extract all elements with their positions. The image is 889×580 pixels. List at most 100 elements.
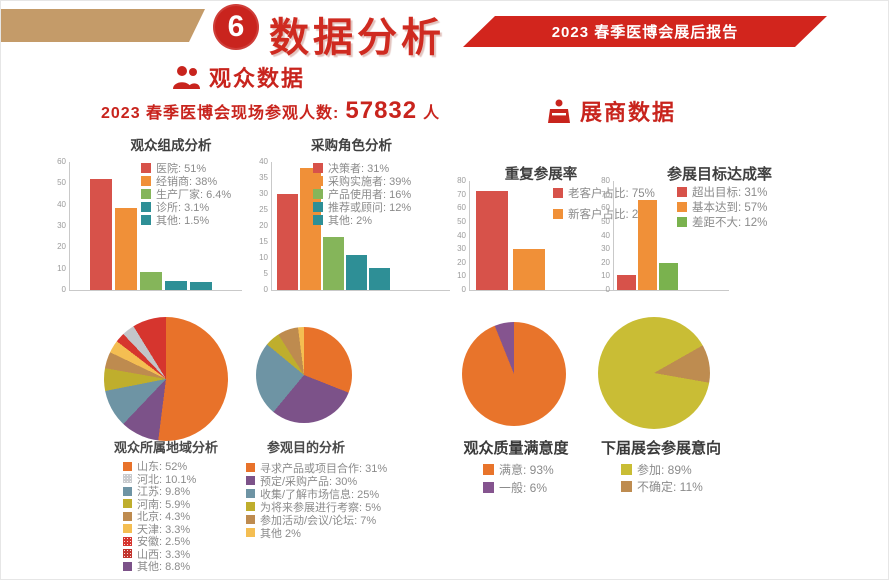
chart-title: 下届展会参展意向	[600, 440, 721, 457]
report-ribbon-label: 2023 春季医博会展后报告	[551, 24, 739, 41]
purchase-role-chart: 采购角色分析 0 5 10 15 20 25 30 35 40 决策者: 31% 采购实施者: 3…	[249, 134, 464, 296]
legend-row: 差距不大: 12%	[677, 214, 767, 229]
legend-label: 推荐或顾问: 12%	[328, 201, 412, 214]
legend-swatch	[246, 502, 255, 511]
legend-row: 经销商: 38%	[141, 174, 231, 188]
legend-row: 一般: 6%	[483, 478, 554, 496]
legend-label: 基本达到: 57%	[692, 201, 768, 214]
y-axis-label: 15	[259, 237, 268, 246]
bar-基本达到	[638, 200, 657, 290]
legend-row: 基本达到: 57%	[677, 199, 767, 214]
y-axis-label: 50	[57, 178, 66, 188]
satisfaction-pie-chart: 观众质量满意度 满意: 93% 一般: 6%	[441, 313, 591, 579]
chart-legend: 参加: 89% 不确定: 11%	[621, 461, 703, 495]
legend-label: 决策者: 31%	[328, 162, 390, 175]
legend-row: 诊所: 3.1%	[141, 200, 231, 214]
chart-legend: 医院: 51% 经销商: 38% 生产厂家: 6.4% 诊所: 3.1% 其他: 1.5…	[141, 161, 232, 227]
y-axis-label: 0	[605, 285, 610, 294]
chart-title: 观众所属地域分析	[113, 440, 218, 455]
legend-swatch	[553, 187, 563, 198]
legend-row: 山东: 52%	[123, 460, 196, 473]
legend-swatch	[246, 528, 255, 537]
pie-disc	[104, 317, 228, 441]
legend-row: 山西: 3.3%	[123, 548, 196, 561]
legend-row: 满意: 93%	[483, 460, 554, 478]
legend-row: 江苏: 9.8%	[123, 485, 196, 498]
legend-swatch	[123, 524, 132, 534]
legend-swatch	[246, 476, 255, 485]
legend-row: 超出目标: 31%	[677, 184, 767, 199]
page-title: 数据分析	[269, 16, 445, 60]
legend-swatch	[677, 201, 687, 212]
pie-disc	[256, 327, 352, 423]
y-axis-label: 20	[57, 242, 66, 252]
repeat-rate-chart: 重复参展率 0 10 20 30 40 50 60 70 80 老客户占比: 75% 新客户占比:…	[451, 151, 671, 296]
bar-差距不大	[659, 262, 678, 290]
y-axis-label: 10	[259, 253, 268, 262]
legend-row: 其他 2%	[246, 526, 387, 540]
bar-诊所	[165, 280, 187, 290]
legend-label: 生产厂家: 6.4%	[156, 188, 232, 201]
purpose-pie-chart: 参观目的分析 寻求产品或项目合作: 31% 预定/采购产品: 30% 收集/了解市场…	[236, 313, 387, 579]
legend-swatch	[123, 549, 132, 559]
section-number-badge: 6	[213, 4, 259, 50]
legend-row: 医院: 51%	[141, 161, 231, 175]
legend-swatch	[483, 463, 494, 475]
legend-row: 参加活动/会议/论坛: 7%	[246, 513, 387, 527]
y-axis-label: 20	[457, 257, 466, 267]
legend-label: 经销商: 38%	[156, 175, 218, 188]
legend-label: 山东: 52%	[137, 461, 188, 474]
legend-swatch	[141, 188, 151, 199]
legend-swatch	[141, 201, 151, 212]
legend-row: 安徽: 2.5%	[123, 535, 196, 548]
y-axis-label: 40	[601, 230, 610, 240]
y-axis-label: 35	[259, 173, 268, 182]
legend-row: 不确定: 11%	[621, 478, 703, 495]
legend-label: 其他: 2%	[328, 214, 373, 227]
legend-row: 老客户占比: 75%	[553, 182, 655, 203]
y-axis-label: 60	[457, 203, 466, 213]
chart-plot-area: 0 10 20 30 40 50 60 70 80	[457, 176, 640, 294]
legend-label: 其他 2%	[260, 527, 301, 540]
legend-label: 山西: 3.3%	[137, 548, 191, 561]
legend-swatch	[313, 175, 323, 186]
legend-row: 天津: 3.3%	[123, 523, 196, 536]
audience-section-title: 观众数据	[209, 66, 306, 91]
legend-label: 不确定: 11%	[637, 480, 703, 494]
legend-row: 生产厂家: 6.4%	[141, 187, 232, 201]
y-axis-label: 80	[457, 176, 466, 185]
legend-row: 预定/采购产品: 30%	[246, 474, 387, 488]
legend-swatch	[621, 481, 632, 492]
legend-label: 安徽: 2.5%	[137, 536, 191, 549]
legend-label: 参加: 89%	[637, 463, 692, 477]
people-icon	[171, 65, 201, 89]
legend-label: 天津: 3.3%	[137, 523, 191, 536]
chart-title: 参展目标达成率	[667, 166, 773, 183]
pie-disc	[462, 322, 566, 426]
legend-swatch	[677, 186, 687, 197]
visitor-count-unit: 人	[423, 105, 441, 122]
y-axis-label: 50	[601, 216, 610, 226]
report-ribbon: 2023 春季医博会展后报告	[463, 16, 827, 47]
chart-legend: 超出目标: 31% 基本达到: 57% 差距不大: 12%	[677, 184, 767, 229]
legend-label: 河北: 10.1%	[137, 473, 197, 486]
legend-row: 其他: 2%	[313, 213, 411, 227]
bar-决策者	[277, 194, 298, 290]
bar-新客户占比	[513, 249, 545, 290]
legend-label: 老客户占比: 75%	[568, 187, 655, 200]
legend-swatch	[123, 486, 132, 496]
y-axis-label: 30	[259, 189, 268, 198]
y-axis-label: 5	[263, 269, 268, 278]
legend-swatch	[553, 208, 563, 219]
bar-超出目标	[617, 275, 636, 290]
y-axis-label: 20	[601, 257, 610, 267]
y-axis-label: 40	[57, 199, 66, 209]
legend-swatch	[123, 499, 132, 509]
legend-label: 预定/采购产品: 30%	[260, 475, 358, 488]
legend-swatch	[621, 464, 632, 475]
chart-title: 观众组成分析	[130, 138, 212, 153]
tan-ribbon	[1, 9, 205, 42]
legend-label: 参加活动/会议/论坛: 7%	[260, 514, 377, 527]
legend-row: 为将来参展进行考察: 5%	[246, 500, 387, 514]
